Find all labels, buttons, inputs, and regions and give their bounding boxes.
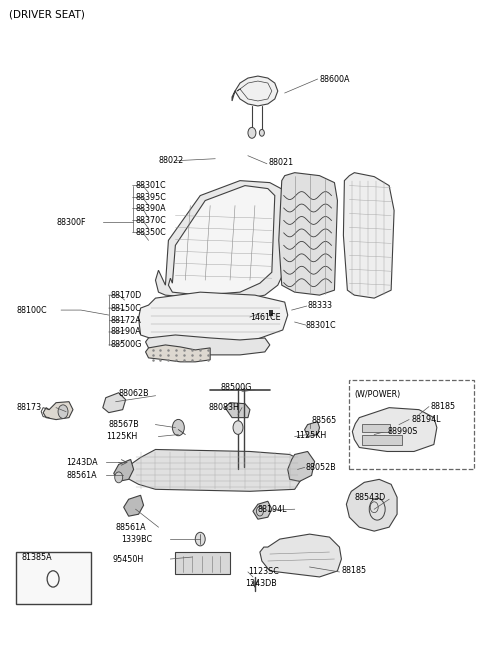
Text: 88390A: 88390A bbox=[136, 204, 166, 213]
Text: 88561A: 88561A bbox=[116, 523, 146, 532]
Polygon shape bbox=[156, 181, 285, 300]
Text: 1123SC: 1123SC bbox=[248, 567, 279, 576]
Text: 1243DB: 1243DB bbox=[245, 580, 277, 588]
Text: 88170D: 88170D bbox=[111, 291, 142, 299]
Text: 88052B: 88052B bbox=[306, 463, 336, 472]
Polygon shape bbox=[145, 335, 270, 355]
Polygon shape bbox=[305, 422, 320, 436]
Circle shape bbox=[248, 127, 256, 138]
Text: 1125KH: 1125KH bbox=[106, 432, 137, 441]
Text: (DRIVER SEAT): (DRIVER SEAT) bbox=[9, 9, 85, 20]
Text: 1339BC: 1339BC bbox=[120, 534, 152, 544]
Polygon shape bbox=[168, 185, 275, 295]
Text: (W/POWER): (W/POWER) bbox=[354, 390, 401, 399]
Bar bbox=[175, 552, 230, 574]
Text: 88194L: 88194L bbox=[258, 505, 288, 514]
Polygon shape bbox=[114, 459, 133, 481]
Text: 1461CE: 1461CE bbox=[250, 312, 281, 322]
Text: 88301C: 88301C bbox=[136, 181, 166, 190]
Polygon shape bbox=[232, 76, 278, 106]
Text: 88567B: 88567B bbox=[109, 420, 140, 429]
Text: 95450H: 95450H bbox=[113, 555, 144, 563]
Polygon shape bbox=[145, 345, 210, 362]
Circle shape bbox=[195, 533, 205, 546]
Text: 88173: 88173 bbox=[16, 403, 41, 412]
Text: 88083H: 88083H bbox=[208, 403, 239, 412]
Circle shape bbox=[115, 472, 123, 483]
Circle shape bbox=[172, 419, 184, 436]
Text: 1125KH: 1125KH bbox=[295, 431, 326, 440]
Text: 88022: 88022 bbox=[158, 156, 184, 165]
Circle shape bbox=[58, 405, 68, 419]
Text: 88600A: 88600A bbox=[320, 75, 350, 84]
Bar bbox=[362, 424, 390, 432]
Text: 88561A: 88561A bbox=[66, 471, 96, 480]
Text: 88300F: 88300F bbox=[56, 218, 85, 227]
Text: 88333: 88333 bbox=[308, 301, 333, 310]
Text: 88301C: 88301C bbox=[306, 320, 336, 329]
Polygon shape bbox=[279, 173, 337, 295]
Text: 88500G: 88500G bbox=[220, 383, 252, 392]
Polygon shape bbox=[124, 495, 144, 516]
Polygon shape bbox=[352, 407, 437, 451]
Polygon shape bbox=[288, 451, 314, 481]
Text: 88185: 88185 bbox=[341, 567, 367, 576]
Polygon shape bbox=[103, 393, 126, 413]
Text: 81385A: 81385A bbox=[21, 553, 52, 561]
Bar bbox=[349, 380, 474, 470]
Polygon shape bbox=[120, 449, 305, 491]
Polygon shape bbox=[253, 501, 272, 519]
Text: 88990S: 88990S bbox=[387, 427, 418, 436]
Polygon shape bbox=[139, 292, 288, 342]
Text: 1243DA: 1243DA bbox=[66, 458, 97, 467]
Polygon shape bbox=[225, 403, 250, 418]
Text: 88172A: 88172A bbox=[111, 316, 142, 324]
Text: 88100C: 88100C bbox=[16, 306, 47, 314]
Text: 88565: 88565 bbox=[312, 416, 337, 425]
Text: 88150C: 88150C bbox=[111, 303, 142, 312]
Bar bbox=[362, 434, 402, 445]
Circle shape bbox=[259, 130, 264, 136]
Polygon shape bbox=[43, 402, 73, 420]
Bar bbox=[16, 552, 91, 604]
Text: 88062B: 88062B bbox=[119, 389, 149, 398]
Text: 88500G: 88500G bbox=[111, 341, 142, 349]
Text: 88395C: 88395C bbox=[136, 193, 167, 202]
Text: 88370C: 88370C bbox=[136, 216, 167, 225]
Circle shape bbox=[233, 421, 243, 434]
Text: 88194L: 88194L bbox=[411, 415, 441, 424]
Polygon shape bbox=[260, 534, 341, 577]
Polygon shape bbox=[347, 479, 397, 531]
Text: 88350C: 88350C bbox=[136, 228, 167, 237]
Text: 88543D: 88543D bbox=[354, 493, 385, 502]
Text: 88021: 88021 bbox=[269, 159, 294, 167]
Text: 88190A: 88190A bbox=[111, 328, 142, 337]
Polygon shape bbox=[343, 173, 394, 298]
Text: 88185: 88185 bbox=[431, 402, 456, 411]
Bar bbox=[269, 310, 273, 316]
